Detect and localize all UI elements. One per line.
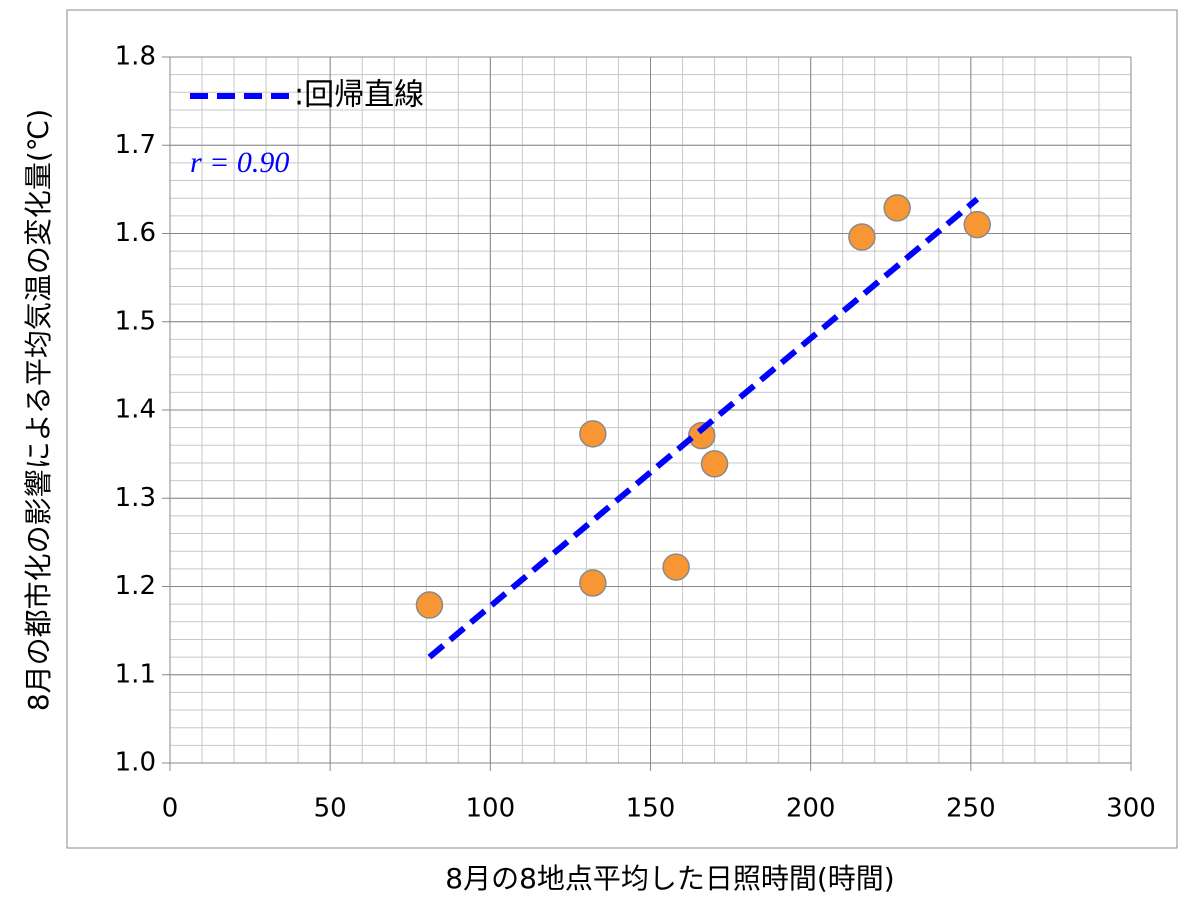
- x-tick-label: 150: [626, 794, 676, 824]
- y-tick-label: 1.3: [115, 483, 156, 513]
- chart-frame: [66, 9, 1178, 849]
- legend-label: :回帰直線: [294, 78, 424, 113]
- point: [883, 194, 911, 222]
- y-tick-label: 1.6: [115, 218, 156, 248]
- grid: [162, 56, 1132, 771]
- y-tick-label: 1.4: [115, 395, 156, 425]
- x-tick-label: 250: [946, 794, 996, 824]
- x-tick-label: 300: [1106, 794, 1156, 824]
- point: [700, 450, 729, 478]
- point: [662, 553, 690, 581]
- x-tick-label: 200: [786, 794, 836, 824]
- x-tick-label: 50: [314, 794, 347, 824]
- point: [579, 569, 607, 597]
- y-tick-label: 1.5: [115, 306, 156, 336]
- y-tick-label: 1.2: [115, 571, 156, 601]
- point: [415, 591, 444, 619]
- y-tick-label: 1.0: [115, 748, 156, 778]
- point: [963, 210, 991, 239]
- y-tick-label: 1.8: [115, 42, 156, 72]
- y-tick-label: 1.7: [115, 130, 156, 160]
- y-tick-label: 1.1: [115, 659, 156, 689]
- y-axis-title: 8月の都市化の影響による平均気温の変化量(℃): [22, 109, 55, 711]
- annotation: r = 0.90: [190, 146, 289, 179]
- x-axis-title: 8月の8地点平均した日照時間(時間): [445, 862, 894, 895]
- x-tick-label: 100: [466, 794, 516, 824]
- point: [579, 420, 607, 448]
- regression-line: [427, 196, 980, 660]
- point: [848, 223, 876, 251]
- point: [688, 421, 716, 450]
- marks: [415, 194, 991, 660]
- x-tick-label: 0: [162, 794, 179, 824]
